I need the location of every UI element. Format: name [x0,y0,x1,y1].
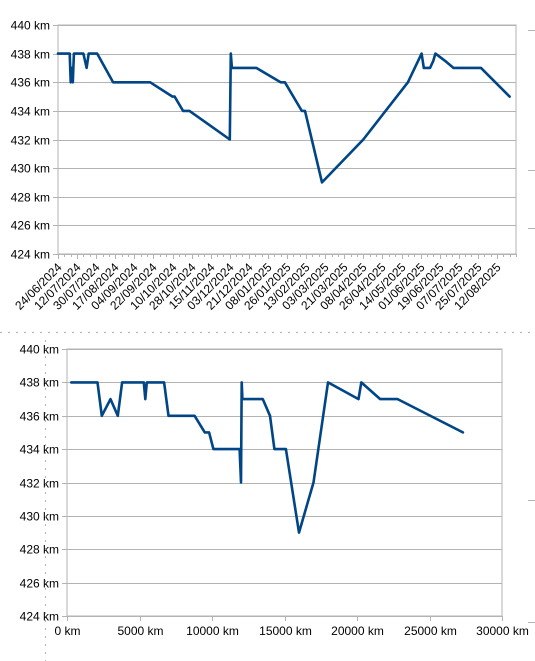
y-tick-label: 432 km [11,134,50,148]
y-tick-label: 430 km [20,510,59,524]
series-line [56,52,511,184]
y-tick-label: 428 km [11,191,50,205]
x-tick-label: 30000 km [476,624,529,638]
y-tick-label: 426 km [11,219,50,233]
plot-frame [66,348,503,617]
x-tick-label: 15000 km [259,624,312,638]
y-tick-label: 440 km [11,19,50,33]
y-tick-label: 430 km [11,162,50,176]
y-tick-label: 438 km [20,376,59,390]
y-tick-label: 440 km [20,343,59,357]
y-tick-label: 424 km [11,248,50,262]
chart-by-date: 424 km 426 km 428 km 430 km 432 km 434 km 436 … [11,19,517,313]
plot-frame [57,24,517,255]
y-tick-label: 434 km [20,443,59,457]
chart-separators [0,30,535,661]
y-tick-label: 426 km [20,577,59,591]
x-tick-label: 25000 km [404,624,457,638]
y-tick-label: 434 km [11,105,50,119]
x-tick-label: 20000 km [331,624,384,638]
y-tick-label: 436 km [20,410,59,424]
y-tick-label: 432 km [20,477,59,491]
y-tick-label: 436 km [11,76,50,90]
x-tick-label: 5000 km [117,624,163,638]
x-tick-label: 10000 km [186,624,239,638]
y-tick-label: 438 km [11,48,50,62]
y-tick-label: 428 km [20,543,59,557]
series-line [70,381,465,534]
y-tick-label: 424 km [20,610,59,624]
x-tick-label: 0 km [54,624,80,638]
chart-by-distance: 424 km 426 km 428 km 430 km 432 km 434 km 436 … [20,343,529,639]
